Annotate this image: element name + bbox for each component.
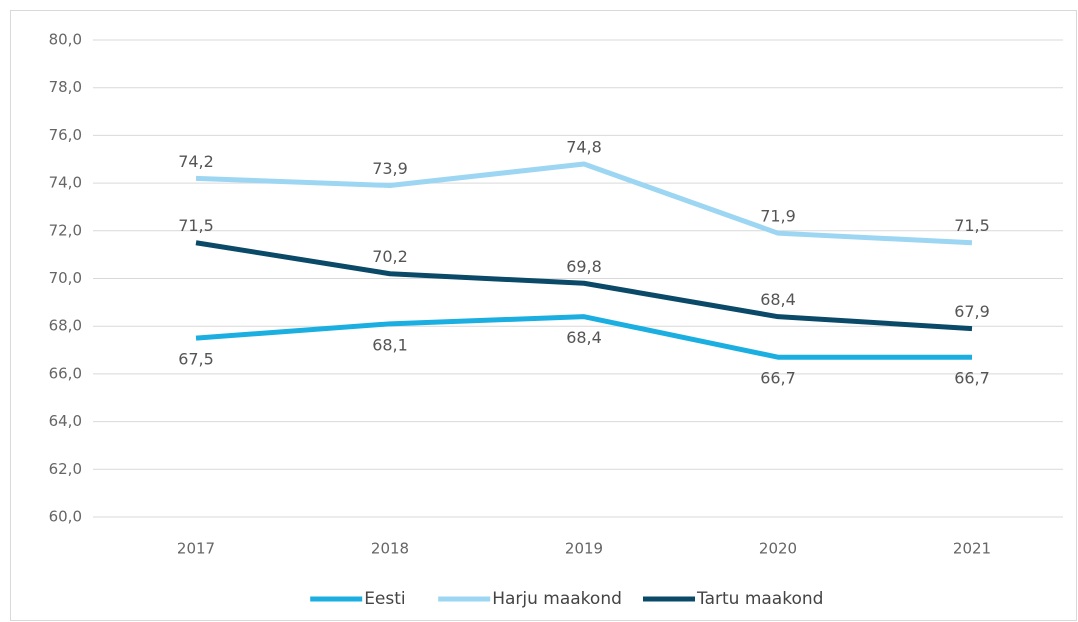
data-label: 68,1: [372, 335, 408, 354]
data-label: 67,9: [954, 302, 990, 321]
x-tick-label: 2021: [953, 540, 991, 558]
series-line: [195, 240, 973, 332]
y-tick-label: 76,0: [49, 126, 82, 144]
data-label: 70,2: [372, 247, 408, 266]
chart-frame: [10, 10, 1077, 621]
data-label: 74,2: [178, 152, 214, 171]
y-tick-label: 74,0: [49, 174, 82, 192]
data-label: 68,4: [566, 328, 602, 347]
y-tick-label: 78,0: [49, 78, 82, 96]
data-label: 66,7: [760, 369, 796, 388]
y-tick-label: 72,0: [49, 221, 82, 239]
y-tick-label: 70,0: [49, 269, 82, 287]
series-line: [195, 161, 973, 246]
data-label: 71,5: [954, 216, 990, 235]
y-tick-label: 68,0: [49, 317, 82, 335]
series-line: [195, 314, 972, 360]
data-label: 67,5: [178, 350, 214, 369]
data-label: 71,9: [760, 207, 796, 226]
x-tick-label: 2017: [177, 540, 215, 558]
legend-label: Harju maakond: [492, 589, 622, 609]
data-label: 71,5: [178, 216, 214, 235]
data-label: 68,4: [760, 290, 796, 309]
x-tick-label: 2018: [371, 540, 409, 558]
legend-label: Eesti: [364, 589, 405, 609]
data-label: 74,8: [566, 138, 602, 157]
x-tick-label: 2019: [565, 540, 603, 558]
y-tick-label: 80,0: [49, 31, 82, 49]
legend-label: Tartu maakond: [696, 589, 823, 609]
data-label: 69,8: [566, 257, 602, 276]
data-label: 66,7: [954, 369, 990, 388]
data-label: 73,9: [372, 159, 408, 178]
x-tick-label: 2020: [759, 540, 797, 558]
y-tick-label: 62,0: [49, 460, 82, 478]
y-tick-label: 64,0: [49, 412, 82, 430]
y-tick-label: 66,0: [49, 364, 82, 382]
y-tick-label: 60,0: [49, 508, 82, 526]
